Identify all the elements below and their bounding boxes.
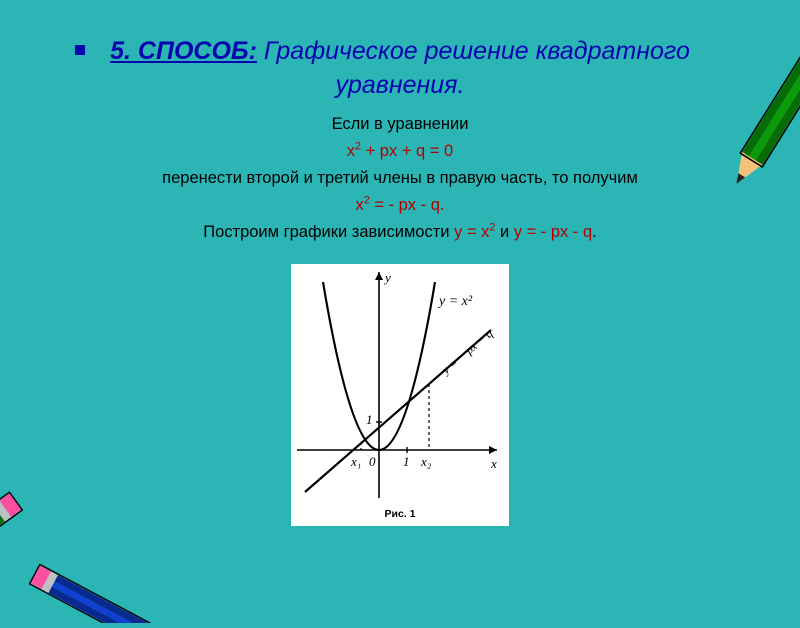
equation-2: x2 = - px - q.	[80, 191, 720, 219]
equation-1: x2 + px + q = 0	[80, 137, 720, 165]
label-x1: x₁	[351, 454, 361, 470]
label-x-axis: x	[491, 456, 497, 472]
slide: 5. СПОСОБ: Графическое решение квадратно…	[0, 0, 800, 600]
eq2-rest: = - px - q.	[370, 196, 445, 214]
label-y-axis: y	[385, 270, 391, 286]
pencil-decoration-bottom	[0, 453, 210, 628]
heading-rest: Графическое решение квадратного уравнени…	[257, 37, 690, 99]
text-build: Построим графики зависимости у = x2 и у …	[80, 219, 720, 245]
pencil-green-icon	[704, 0, 800, 212]
method-label: 5. СПОСОБ:	[110, 37, 257, 65]
label-origin: 0	[369, 454, 376, 470]
eq2-x: x	[356, 196, 364, 214]
slide-heading: 5. СПОСОБ: Графическое решение квадратно…	[80, 35, 720, 103]
build-post: .	[592, 223, 597, 241]
eq1-x: x	[347, 142, 355, 160]
graph-svg	[291, 264, 509, 526]
graph-caption: Рис. 1	[291, 508, 509, 520]
build-pre: Построим графики зависимости	[203, 223, 454, 241]
fn1: у = x2	[454, 223, 495, 241]
pencils-crossed-icon	[0, 453, 210, 623]
fn1-a: у = x	[454, 223, 489, 241]
bullet-icon	[75, 45, 85, 55]
text-if: Если в уравнении	[80, 111, 720, 137]
graph: y x 0 1 1 x₁ x₂ y = x² y = − px − q Рис.…	[291, 264, 509, 526]
label-one-x: 1	[403, 454, 410, 470]
fn2: у = - px - q	[514, 223, 592, 241]
label-one-y: 1	[366, 412, 373, 428]
eq1-rest: + px + q = 0	[361, 142, 453, 160]
label-curve1: y = x²	[439, 294, 472, 310]
text-transfer: перенести второй и третий члены в правую…	[80, 165, 720, 191]
label-x2: x₂	[421, 454, 431, 470]
fn-mid: и	[495, 223, 513, 241]
pencil-decoration-top	[701, 0, 800, 216]
